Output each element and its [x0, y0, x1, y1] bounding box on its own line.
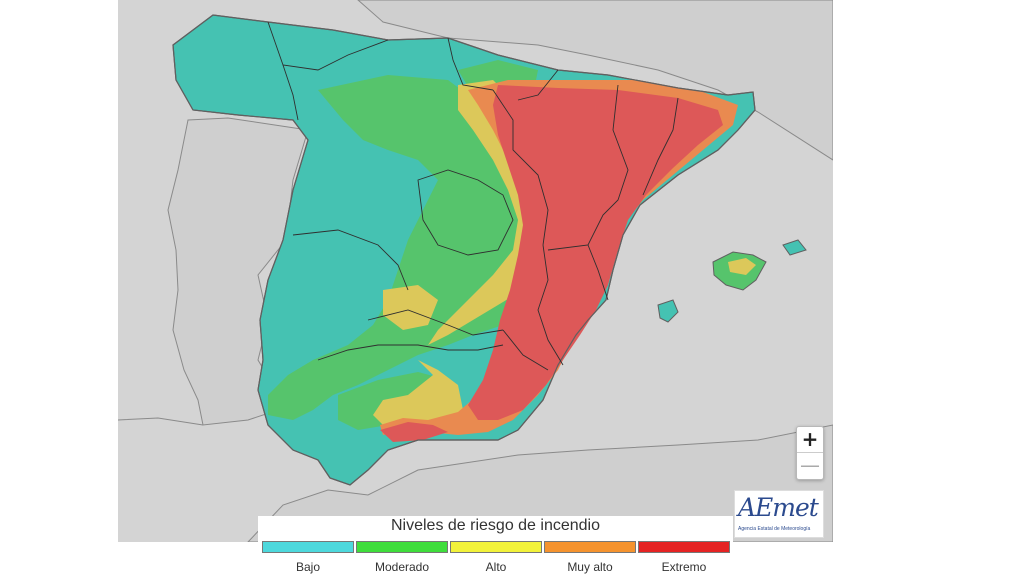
- zone-alto-2: [383, 285, 438, 330]
- zone-alto: [373, 80, 548, 432]
- spain-outline: [172, 14, 756, 486]
- map-canvas: [118, 0, 833, 542]
- zoom-out-button[interactable]: —: [800, 453, 820, 477]
- legend-swatch-5: [638, 541, 730, 553]
- legend-swatch-4: [544, 541, 636, 553]
- zoom-control: + —: [796, 426, 824, 480]
- island-ibiza: [657, 299, 679, 323]
- zone-moderado: [268, 75, 548, 420]
- risk-legend: Niveles de riesgo de incendio Bajo Modera…: [258, 516, 733, 576]
- island-mallorca-alto: [728, 258, 756, 275]
- legend-swatch-1: [262, 541, 354, 553]
- legend-label-3: Alto: [485, 560, 507, 574]
- portugal-land: [167, 117, 309, 426]
- france-land: [357, 0, 833, 161]
- zone-extremo-south: [380, 422, 448, 442]
- region-borders: [267, 21, 679, 371]
- fire-risk-map[interactable]: [118, 0, 833, 542]
- legend-label-1: Bajo: [295, 560, 321, 574]
- coast-line: [118, 417, 204, 426]
- zoom-in-button[interactable]: +: [797, 427, 823, 453]
- logo-brand: AEmet: [738, 493, 819, 522]
- legend-title: Niveles de riesgo de incendio: [390, 517, 600, 534]
- legend-label-2: Moderado: [374, 560, 430, 574]
- legend-label-5: Extremo: [661, 560, 707, 574]
- aemet-logo: AEmet Agencia Estatal de Meteorología: [734, 490, 824, 538]
- island-menorca: [782, 239, 807, 256]
- legend-swatch-3: [450, 541, 542, 553]
- legend-swatch-2: [356, 541, 448, 553]
- africa-land: [247, 424, 833, 542]
- legend-label-4: Muy alto: [567, 560, 613, 574]
- logo-subtitle: Agencia Estatal de Meteorología: [738, 526, 811, 532]
